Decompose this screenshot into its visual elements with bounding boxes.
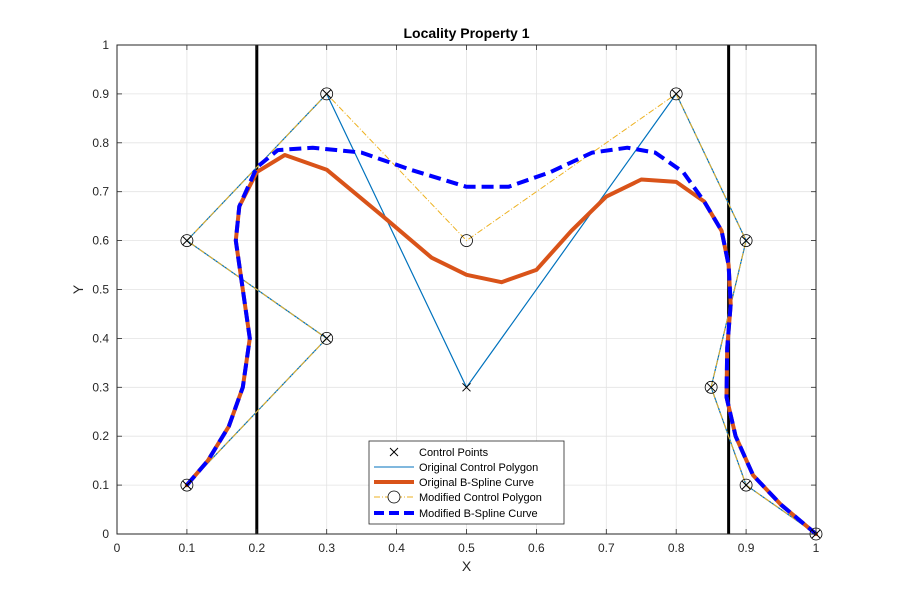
ticks: 0 0.1 0.2 0.3 0.4 0.5 0.6 0.7 0.8 0.9 1 0 0.1 0.2 0.3 0… xyxy=(92,38,819,555)
y-tick-label: 0.8 xyxy=(92,136,109,150)
control-point-x-b xyxy=(462,382,471,392)
control-point-x-b xyxy=(741,480,751,490)
legend-entry-original-polygon: Original Control Polygon xyxy=(374,462,538,474)
y-tick-label: 0.6 xyxy=(92,234,109,248)
legend-entry-modified-curve: Modified B-Spline Curve xyxy=(374,508,538,520)
legend-label-original-curve: Original B-Spline Curve xyxy=(419,477,534,489)
legend-marker-x-2 xyxy=(389,447,399,457)
modified-point-circle xyxy=(180,478,194,492)
series-group xyxy=(180,87,823,541)
modified-point-circle xyxy=(460,234,473,248)
y-tick-label: 0.3 xyxy=(92,380,109,394)
x-tick-label: 1 xyxy=(813,541,820,555)
x-tick-label: 0.2 xyxy=(248,541,265,555)
control-point-x-b xyxy=(741,236,751,245)
legend-label-control-points: Control Points xyxy=(419,447,489,459)
legend-label-modified-polygon: Modified Control Polygon xyxy=(419,492,542,504)
chart-title: Locality Property 1 xyxy=(403,25,529,41)
legend-entry-modified-polygon: Modified Control Polygon xyxy=(374,490,542,504)
control-point-x-b xyxy=(182,236,192,245)
x-tick-label: 0.4 xyxy=(388,541,405,555)
legend: Control Points Original Control Polygon … xyxy=(368,440,565,525)
modified-point-circle xyxy=(669,87,683,101)
modified-point-circle xyxy=(180,234,194,248)
legend-label-original-polygon: Original Control Polygon xyxy=(419,462,538,474)
control-point-x-b xyxy=(182,480,192,490)
control-point-x-b xyxy=(322,89,332,99)
y-tick-label: 0.1 xyxy=(92,478,109,492)
y-tick-label: 0.4 xyxy=(92,331,109,345)
x-tick-label: 0.1 xyxy=(179,541,196,555)
modified-point-circle xyxy=(704,380,718,394)
legend-entry-control-points: Control Points xyxy=(389,447,489,459)
x-tick-label: 0.5 xyxy=(458,541,475,555)
modified-bspline-curve xyxy=(185,145,818,536)
legend-marker-circle xyxy=(387,490,401,504)
modified-point-circle xyxy=(739,478,753,492)
y-tick-label: 0.2 xyxy=(92,429,109,443)
legend-label-modified-curve: Modified B-Spline Curve xyxy=(419,508,538,520)
y-axis-label: Y xyxy=(70,284,86,294)
x-tick-label: 0.7 xyxy=(598,541,615,555)
y-tick-label: 0 xyxy=(102,527,109,541)
modified-control-polygon xyxy=(186,93,817,535)
x-tick-label: 0.8 xyxy=(668,541,685,555)
x-tick-label: 0.3 xyxy=(318,541,335,555)
x-axis-label: X xyxy=(462,558,472,574)
legend-entry-original-curve: Original B-Spline Curve xyxy=(374,477,534,489)
modified-point-circle xyxy=(320,331,334,345)
y-tick-label: 1 xyxy=(102,38,109,52)
x-tick-label: 0 xyxy=(114,541,121,555)
modified-point-circle xyxy=(739,234,753,248)
x-tick-label: 0.9 xyxy=(738,541,755,555)
control-point-x-b xyxy=(706,382,716,392)
control-point-x-b xyxy=(322,334,332,343)
y-tick-label: 0.7 xyxy=(92,185,109,199)
modified-point-circle xyxy=(320,87,334,101)
x-tick-label: 0.6 xyxy=(528,541,545,555)
y-tick-label: 0.9 xyxy=(92,87,109,101)
control-point-x-b xyxy=(671,89,681,99)
y-tick-label: 0.5 xyxy=(92,283,109,297)
